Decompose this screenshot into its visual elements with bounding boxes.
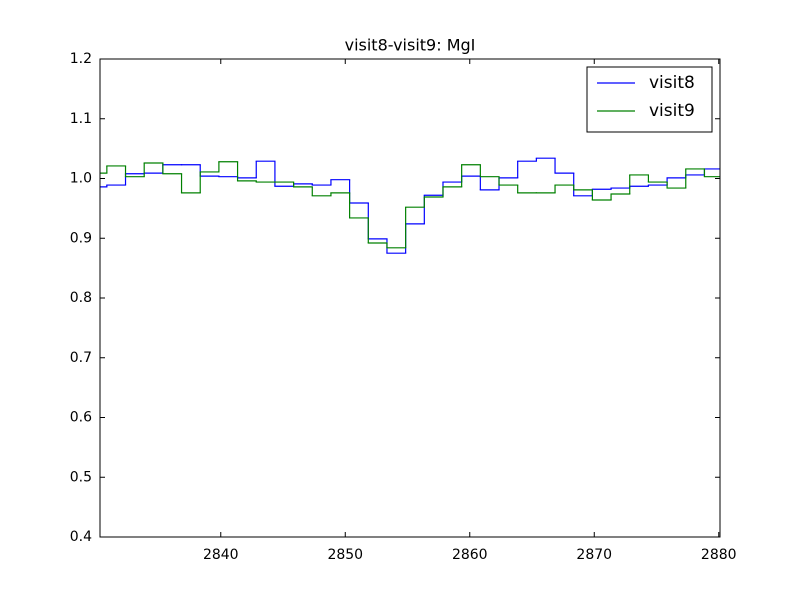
y-tick-label: 0.5 — [70, 469, 92, 485]
x-tick-label: 2880 — [701, 547, 737, 563]
y-tick-label: 0.7 — [70, 350, 92, 366]
x-tick-label: 2860 — [452, 547, 488, 563]
y-tick-label: 0.4 — [70, 529, 92, 545]
plot-area — [100, 157, 720, 254]
y-tick-label: 0.6 — [70, 410, 92, 426]
legend-label: visit8 — [649, 73, 695, 93]
y-tick-label: 0.8 — [70, 290, 92, 306]
y-tick-label: 1.2 — [70, 51, 92, 67]
x-tick-label: 2850 — [327, 547, 363, 563]
legend-label: visit9 — [649, 101, 695, 121]
x-tick-label: 2870 — [576, 547, 612, 563]
y-tick-label: 1.0 — [70, 171, 92, 187]
chart-title: visit8-visit9: MgI — [345, 36, 476, 55]
x-tick-label: 2840 — [203, 547, 239, 563]
legend-box — [586, 66, 713, 133]
y-tick-label: 1.1 — [70, 111, 92, 127]
y-tick-label: 0.9 — [70, 230, 92, 246]
